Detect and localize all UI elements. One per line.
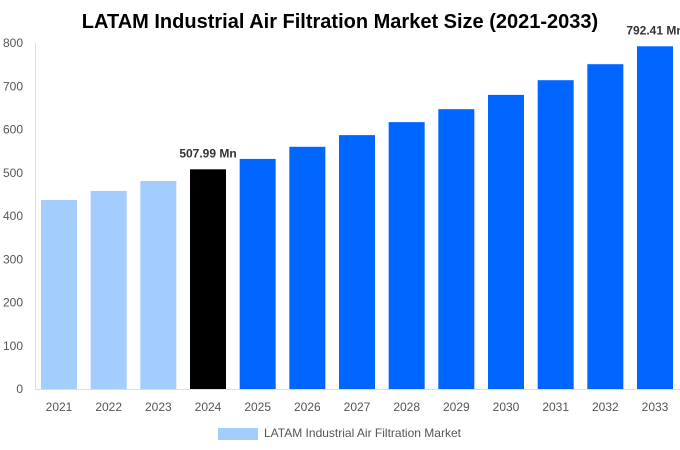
bar-2027[interactable] [339,135,375,389]
y-tick-label: 300 [3,252,23,266]
x-tick-label: 2021 [46,400,73,414]
chart-title: LATAM Industrial Air Filtration Market S… [82,11,598,33]
y-tick-label: 800 [3,36,23,50]
data-label: 507.99 Mn [179,146,236,160]
bar-2028[interactable] [388,122,425,390]
y-axis: 0 100 200 300 400 500 600 700 800 [3,36,23,396]
bars [41,46,673,390]
bar-2029[interactable] [438,109,475,390]
y-tick-label: 200 [3,296,23,310]
legend-label: LATAM Industrial Air Filtration Market [264,426,462,440]
x-tick-label: 2033 [642,400,669,414]
x-tick-label: 2022 [95,400,122,414]
bar-2033[interactable] [637,46,673,389]
data-label: 792.41 Mn [626,23,680,37]
bar-2023[interactable] [140,180,177,389]
x-tick-label: 2027 [344,400,371,414]
bar-2021[interactable] [41,199,77,389]
x-tick-label: 2028 [393,400,420,414]
y-tick-label: 100 [3,339,23,353]
x-tick-label: 2029 [443,400,470,414]
x-tick-label: 2032 [592,400,619,414]
y-tick-label: 0 [16,382,23,396]
bar-2032[interactable] [587,64,624,389]
y-tick-label: 700 [3,79,23,93]
bar-2026[interactable] [289,146,326,389]
y-tick-label: 600 [3,123,23,137]
data-labels: 507.99 Mn 792.41 Mn [179,23,680,160]
x-tick-label: 2031 [542,400,569,414]
y-tick-label: 500 [3,166,23,180]
bar-2030[interactable] [488,94,524,390]
x-tick-label: 2026 [294,400,321,414]
x-tick-label: 2025 [244,400,271,414]
legend[interactable]: LATAM Industrial Air Filtration Market [218,426,462,440]
x-axis: 2021 2022 2023 2024 2025 2026 2027 2028 2029 2030… [46,400,669,414]
legend-swatch [218,428,258,440]
bar-2025[interactable] [239,158,276,389]
x-tick-label: 2030 [493,400,520,414]
x-tick-label: 2023 [145,400,172,414]
bar-2024[interactable] [190,169,226,389]
x-tick-label: 2024 [195,400,222,414]
bar-2031[interactable] [537,80,574,389]
y-tick-label: 400 [3,209,23,223]
bar-2022[interactable] [90,190,127,389]
